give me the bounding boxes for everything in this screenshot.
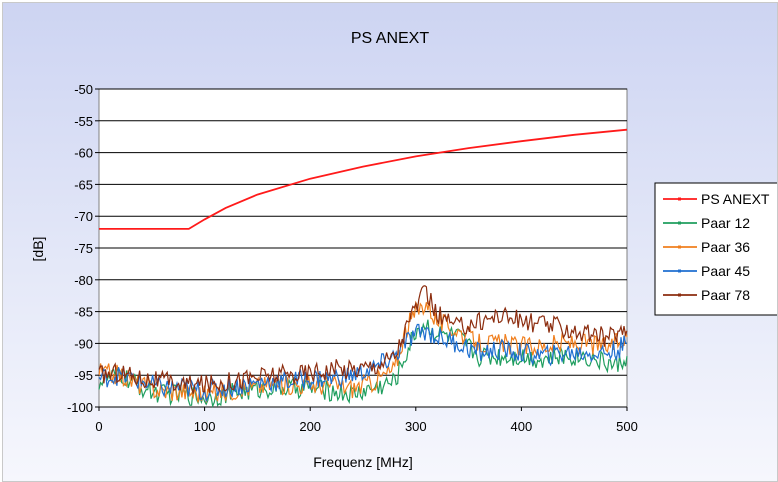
y-tick-label: -50: [74, 82, 93, 97]
y-tick-label: -80: [74, 273, 93, 288]
y-tick-label: -100: [67, 400, 93, 415]
y-tick-label: -60: [74, 146, 93, 161]
legend-box: [654, 182, 777, 316]
y-tick-label: -70: [74, 209, 93, 224]
y-axis-label: [dB]: [30, 237, 46, 262]
legend-marker: [678, 197, 681, 201]
x-tick-label: 0: [95, 419, 102, 434]
legend-label: Paar 12: [701, 215, 750, 231]
x-tick-label: 100: [194, 419, 216, 434]
series-line-paar-78: [98, 285, 628, 394]
legend-label: Paar 36: [701, 239, 750, 255]
legend-label: Paar 45: [701, 263, 750, 279]
series-line-ps-anext: [99, 128, 628, 230]
legend-marker: [678, 293, 681, 297]
chart-title: PS ANEXT: [351, 30, 429, 47]
legend: PS ANEXT Paar 12 Paar 36 Paar 45 Paar 78: [654, 182, 777, 316]
series-line-paar-45: [98, 323, 628, 403]
x-tick-label: 500: [616, 419, 638, 434]
y-tick-label: -90: [74, 336, 93, 351]
y-tick-label: -55: [74, 114, 93, 129]
y-tick-label: -85: [74, 305, 93, 320]
chart-svg: PS ANEXT -50-55-60-65-70-75-80-85-90-95-…: [30, 30, 777, 470]
y-tick-label: -95: [74, 368, 93, 383]
x-tick-label: 200: [299, 419, 321, 434]
y-tick-label: -75: [74, 241, 93, 256]
legend-marker: [678, 269, 681, 273]
x-tick-label: 300: [405, 419, 427, 434]
legend-marker: [678, 245, 681, 249]
series-layer: [98, 128, 628, 409]
legend-label: Paar 78: [701, 287, 750, 303]
grid-lines: [99, 88, 627, 408]
legend-label: PS ANEXT: [701, 191, 770, 207]
x-tick-label: 400: [511, 419, 533, 434]
y-tick-label: -65: [74, 177, 93, 192]
legend-marker: [678, 221, 681, 225]
x-axis-label: Frequenz [MHz]: [313, 454, 413, 470]
